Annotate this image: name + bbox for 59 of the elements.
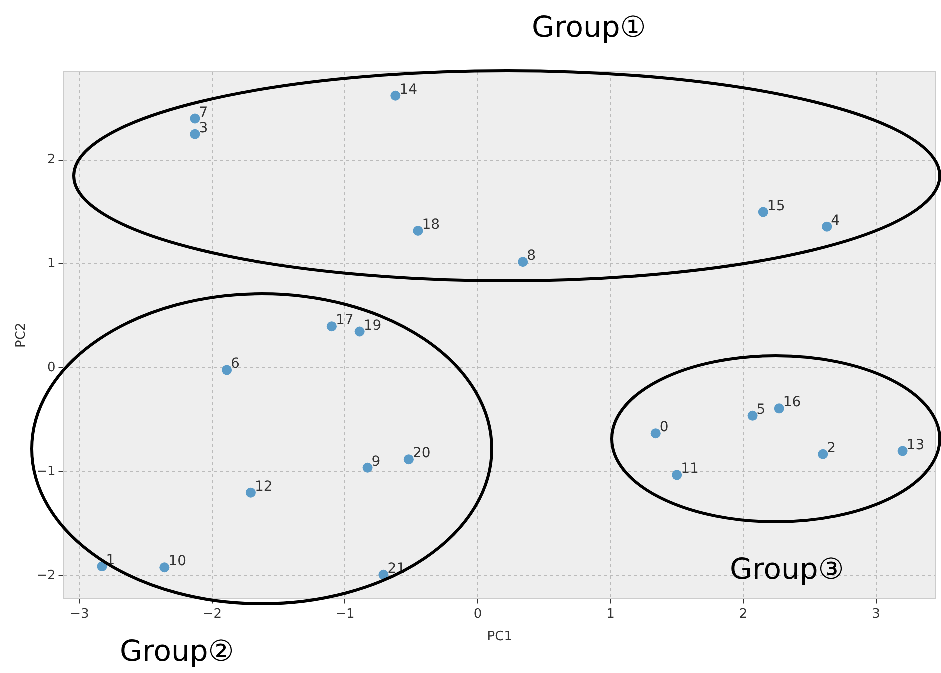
annotation: Group③ [730,552,844,586]
annotation: 12 [254,478,273,495]
x-tick-label: 1 [606,606,615,622]
point [898,446,908,456]
annotation: 19 [364,318,382,334]
point [822,222,832,232]
point [362,462,373,473]
point [413,226,424,236]
annotation: 20 [412,446,431,462]
annotation: 3 [199,120,208,136]
x-tick-label: 0 [474,606,482,622]
point [326,322,337,332]
y-axis-title: PC2 [14,322,30,348]
point [160,562,170,573]
point [390,90,401,101]
point [672,470,682,480]
annotation: 16 [783,394,802,411]
point [774,404,784,414]
point [378,570,389,580]
annotation: 5 [756,402,766,418]
x-axis-title: PC1 [487,630,512,645]
annotation: 14 [400,82,418,98]
point [97,562,108,572]
text: Group① [532,10,646,44]
point [818,449,828,460]
annotation: 8 [527,248,536,264]
point [404,454,414,465]
annotation: 0 [660,420,669,436]
x-tick-label: −3 [70,606,90,622]
annotation: 10 [168,554,186,570]
y-tick-label: 0 [47,360,56,376]
annotation: 4 [831,212,840,229]
annotation: 15 [767,198,786,214]
x-tick-label: 3 [872,606,880,622]
annotation: 11 [681,461,699,478]
annotation: 6 [231,356,240,372]
point [246,488,256,498]
annotation: 2 [827,440,836,456]
y-tick-label: 2 [47,152,56,168]
annotation: 17 [336,312,354,329]
point [748,410,758,421]
point [190,129,200,140]
x-tick-label: −2 [202,606,222,622]
y-tick-label: 1 [47,256,56,272]
point [190,114,200,124]
annotation: 18 [422,216,440,233]
text: Group② [120,634,234,668]
x-tick-label: 2 [739,606,748,622]
y-tick-label: −2 [36,568,56,584]
point [650,428,661,439]
y-tick-label: −1 [36,464,56,480]
annotation: 13 [906,437,925,454]
point [758,207,768,218]
x-tick-label: −1 [336,606,355,622]
annotation: 7 [199,104,208,121]
point [518,257,528,268]
point [222,365,232,376]
annotation: 9 [372,454,381,470]
point [354,326,365,337]
